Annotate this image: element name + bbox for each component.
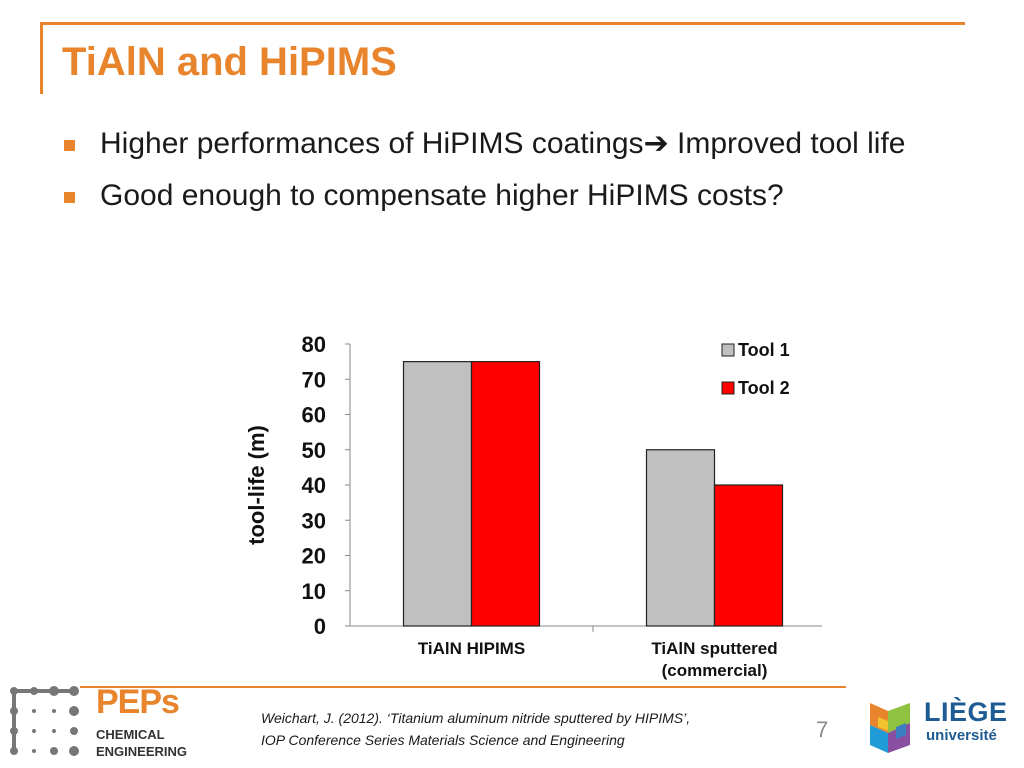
title-top-rule — [40, 22, 965, 25]
bar — [402, 361, 473, 627]
page-number: 7 — [816, 717, 829, 742]
y-tick-label: 40 — [302, 473, 326, 498]
y-tick-label: 80 — [302, 332, 326, 357]
y-axis-label: tool-life (m) — [244, 425, 269, 545]
peps-subtitle: CHEMICAL — [96, 727, 165, 742]
citation: Weichart, J. (2012). ‘Titanium aluminum … — [261, 707, 690, 751]
peps-subtitle: ENGINEERING — [96, 744, 188, 759]
title-left-rule — [40, 22, 43, 94]
x-category-label: TiAlN HIPIMS — [418, 639, 525, 658]
bullet-square-icon — [64, 192, 75, 203]
bullet-item: Higher performances of HiPIMS coatings➔ … — [62, 124, 952, 164]
legend-swatch — [721, 381, 735, 395]
right-arrow-icon: ➔ — [643, 126, 669, 161]
tool-life-bar-chart: 0 10 20 30 40 50 60 70 80 tool-life (m) TiAlN HIPI… — [244, 332, 822, 680]
peps-name: PEPs — [96, 683, 180, 721]
liege-cube-icon — [870, 703, 910, 753]
footer-rule — [80, 686, 846, 688]
bullet-text: Good enough to compensate higher HiPIMS … — [100, 179, 784, 212]
x-category-label: TiAlN sputtered — [651, 639, 777, 658]
y-tick-label: 60 — [302, 403, 326, 428]
y-tick-label: 10 — [302, 579, 326, 604]
y-tick-label: 70 — [302, 367, 326, 392]
citation-line: Weichart, J. (2012). ‘Titanium aluminum … — [261, 710, 691, 726]
bullet-text: Higher performances of HiPIMS coatings — [100, 127, 644, 160]
title-frame — [40, 22, 965, 94]
citation-line: IOP Conference Series Materials Science … — [261, 732, 625, 748]
bullet-item: Good enough to compensate higher HiPIMS … — [62, 176, 952, 216]
bar — [645, 449, 716, 627]
legend-label: Tool 2 — [738, 378, 790, 398]
liege-subtitle: université — [926, 727, 997, 744]
bullet-square-icon — [64, 140, 75, 151]
y-tick-label: 50 — [302, 438, 326, 463]
x-category-label: (commercial) — [662, 661, 768, 680]
y-tick-label: 20 — [302, 544, 326, 569]
bullet-list: Higher performances of HiPIMS coatings➔ … — [62, 124, 952, 228]
slide-title: TiAlN and HiPIMS — [62, 40, 397, 84]
peps-dots-icon — [10, 686, 79, 756]
liege-name: LIÈGE — [924, 697, 1008, 727]
legend-label: Tool 1 — [738, 340, 790, 360]
bar — [713, 484, 784, 627]
liege-university-logo: LIÈGE université — [866, 697, 1016, 759]
peps-logo: PEPs CHEMICAL ENGINEERING — [8, 683, 187, 763]
bullet-text: Improved tool life — [668, 127, 906, 160]
y-tick-label: 0 — [314, 614, 326, 639]
y-tick-label: 30 — [302, 508, 326, 533]
legend-swatch — [721, 343, 735, 357]
bar — [470, 361, 541, 627]
